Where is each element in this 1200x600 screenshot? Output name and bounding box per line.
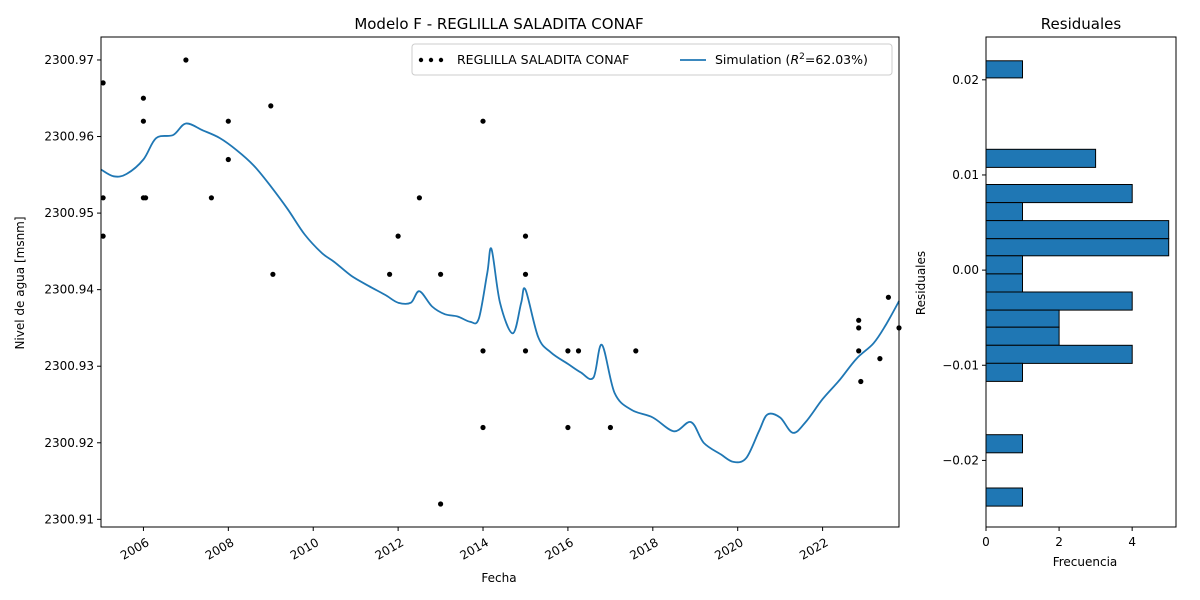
y-tick-label: 2300.96 — [44, 130, 94, 144]
timeseries-chart: Modelo F - REGLILLA SALADITA CONAF 2300.… — [13, 15, 902, 585]
residuals-ticks: −0.02 −0.01 0.00 0.01 0.02 0 2 4 — [942, 73, 1136, 549]
x-tick-label: 2022 — [797, 535, 830, 562]
observed-point — [438, 501, 444, 507]
x-tick-label: 2016 — [542, 535, 575, 562]
observed-point — [856, 317, 862, 323]
y-tick-label: 2300.97 — [44, 53, 94, 67]
x-tick-label: 2010 — [288, 535, 321, 562]
simulation-line — [100, 122, 900, 464]
histogram-bar — [985, 434, 1023, 454]
simulation-series — [100, 122, 900, 464]
observed-point — [856, 348, 862, 354]
main-chart-ticks: 2300.91 2300.92 2300.93 2300.94 2300.95 2300.… — [44, 53, 830, 563]
y-tick-label: 2300.93 — [44, 359, 94, 373]
observed-point — [143, 195, 149, 201]
observed-point — [885, 294, 892, 300]
main-plot-frame — [100, 36, 900, 528]
observed-point — [395, 233, 401, 239]
legend-observed-marker — [418, 57, 424, 63]
observed-point — [522, 271, 529, 277]
legend-box — [411, 43, 893, 76]
histogram-bar — [985, 220, 1170, 240]
residual-y-tick-label: −0.02 — [942, 453, 979, 467]
observed-point — [856, 325, 862, 331]
observed-point — [480, 348, 486, 354]
x-tick-label: 2012 — [373, 535, 406, 562]
histogram-bar — [985, 487, 1023, 507]
histogram-bar — [985, 255, 1023, 275]
observed-point — [480, 424, 486, 431]
observed-point — [387, 271, 393, 277]
residuals-y-axis-label: Residuales — [914, 251, 928, 315]
observed-point — [268, 103, 274, 109]
observed-point — [140, 118, 146, 124]
residuals-title: Residuales — [1041, 15, 1122, 33]
observed-point — [140, 95, 146, 101]
observed-point — [522, 348, 529, 354]
histogram-bar — [985, 184, 1133, 204]
x-tick-label: 2014 — [458, 535, 491, 562]
histogram-bar — [985, 326, 1060, 346]
legend-observed-marker — [438, 57, 444, 63]
y-tick-label: 2300.94 — [44, 283, 94, 297]
histogram-bar — [985, 344, 1133, 364]
y-tick-label: 2300.95 — [44, 206, 94, 220]
observed-point — [100, 195, 106, 201]
frequency-tick-label: 4 — [1128, 535, 1136, 549]
histogram-bar — [985, 238, 1170, 257]
residual-y-tick-label: −0.01 — [942, 358, 979, 372]
observed-point — [416, 195, 422, 201]
observed-point — [270, 271, 276, 277]
observed-point — [438, 271, 444, 277]
histogram-bar — [985, 202, 1023, 222]
histogram-bar — [985, 291, 1133, 311]
residual-y-tick-label: 0.01 — [952, 168, 979, 182]
observed-point — [877, 356, 883, 362]
y-tick-label: 2300.92 — [44, 436, 94, 450]
frequency-tick-label: 0 — [982, 535, 990, 549]
observed-series — [100, 57, 902, 507]
observed-point — [183, 57, 189, 63]
residuals-plot-frame — [985, 36, 1177, 528]
observed-point — [607, 424, 614, 431]
histogram-bar — [985, 362, 1023, 382]
x-tick-label: 2006 — [118, 535, 151, 562]
x-tick-label: 2008 — [203, 535, 236, 562]
legend-observed-label: REGLILLA SALADITA CONAF — [457, 52, 629, 67]
observed-point — [565, 348, 571, 354]
y-tick-label: 2300.91 — [44, 512, 94, 526]
residuals-x-axis-label: Frecuencia — [1053, 555, 1118, 569]
observed-point — [225, 118, 231, 124]
main-x-axis-label: Fecha — [481, 571, 516, 585]
observed-point — [858, 378, 864, 385]
observed-point — [100, 80, 106, 86]
legend-simulation-label: Simulation (R2=62.03%) — [715, 52, 868, 67]
observed-point — [225, 156, 231, 163]
main-y-axis-label: Nivel de agua [msnm] — [13, 216, 27, 349]
observed-point — [480, 118, 486, 124]
legend: REGLILLA SALADITA CONAF Simulation (R2=6… — [411, 43, 893, 76]
main-chart-title: Modelo F - REGLILLA SALADITA CONAF — [354, 15, 643, 33]
x-tick-label: 2020 — [712, 535, 745, 562]
residuals-bars — [985, 60, 1170, 507]
observed-point — [565, 424, 571, 431]
residuals-histogram: Residuales −0.02 −0.01 0.00 0.01 0.02 0 2 4 Fre… — [914, 15, 1177, 569]
observed-point — [575, 348, 582, 354]
x-tick-label: 2018 — [627, 535, 660, 562]
observed-point — [100, 233, 106, 239]
residual-y-tick-label: 0.00 — [952, 263, 979, 277]
legend-observed-marker — [428, 57, 434, 63]
histogram-bar — [985, 148, 1097, 168]
residual-y-tick-label: 0.02 — [952, 73, 979, 87]
histogram-bar — [985, 273, 1023, 293]
observed-point — [208, 195, 214, 201]
observed-point — [522, 233, 529, 239]
histogram-bar — [985, 60, 1023, 79]
frequency-tick-label: 2 — [1055, 535, 1063, 549]
histogram-bar — [985, 309, 1060, 328]
observed-point — [633, 348, 639, 354]
